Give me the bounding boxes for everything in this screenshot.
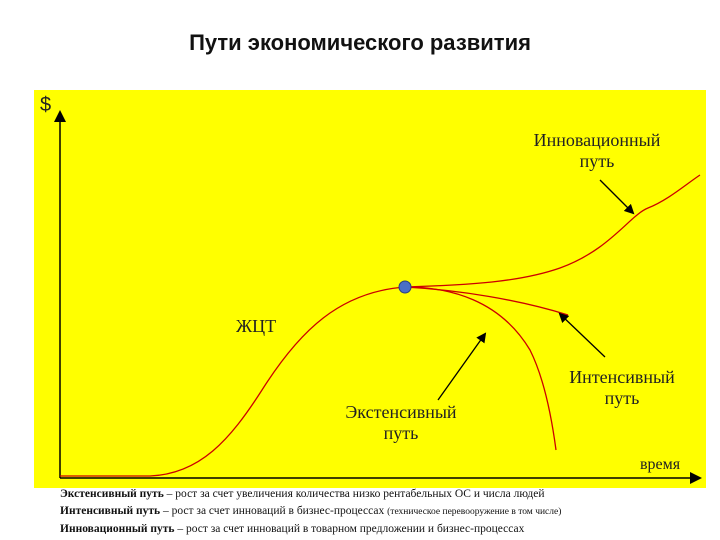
innovative-path-label: Инновационный путь [533,130,661,171]
y-axis-label: $ [40,94,52,116]
innovative-path-curve [404,174,701,288]
intensive-path-label: Интенсивный путь [569,367,675,408]
x-axis-label: время [640,456,681,473]
legend-item-innovative: Инновационный путь – рост за счет иннова… [60,523,525,535]
lifecycle-label: ЖЦТ [236,316,277,336]
page-title: Пути экономического развития [189,30,531,55]
intensive-arrow [558,312,606,358]
diagram-background [34,90,706,488]
legend-item-intensive: Интенсивный путь – рост за счет инноваци… [60,505,562,517]
innovative-arrow [599,179,635,215]
legend: Экстенсивный путь – рост за счет увеличе… [60,486,710,538]
branch-point [398,280,412,294]
lifecycle-curve [60,286,406,477]
intensive-path-curve [404,286,569,316]
extensive-path-label: Экстенсивный путь [345,402,457,443]
legend-item-extensive: Экстенсивный путь – рост за счет увеличе… [60,488,545,500]
extensive-arrow [437,332,487,401]
